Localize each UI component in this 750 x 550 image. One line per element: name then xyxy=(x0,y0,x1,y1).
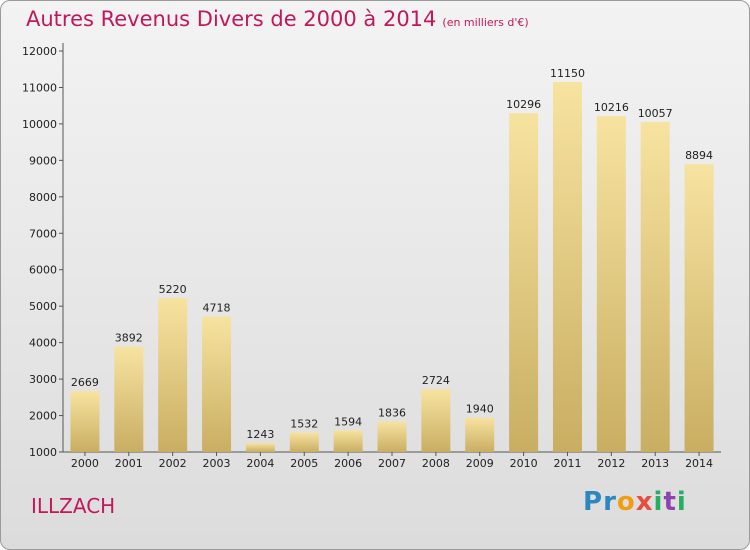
x-tick-label: 2000 xyxy=(71,457,99,470)
bar-2007 xyxy=(377,421,407,452)
y-tick-label: 10000 xyxy=(22,118,57,131)
bar-2011 xyxy=(552,81,582,453)
y-tick-label: 3000 xyxy=(29,373,57,386)
bars xyxy=(70,81,714,453)
x-tick-label: 2007 xyxy=(378,457,406,470)
data-label-2008: 2724 xyxy=(422,374,450,387)
chart-title: Autres Revenus Divers de 2000 à 2014 xyxy=(26,7,437,31)
bar-2006 xyxy=(333,430,363,452)
y-tick-label: 2000 xyxy=(29,410,57,423)
chart-header: Autres Revenus Divers de 2000 à 2014 (en … xyxy=(26,7,529,31)
x-tick-label: 2011 xyxy=(553,457,581,470)
x-tick-label: 2001 xyxy=(115,457,143,470)
data-label-2010: 10296 xyxy=(506,98,541,111)
x-tick-label: 2005 xyxy=(290,457,318,470)
data-label-2001: 3892 xyxy=(115,332,143,345)
x-tick-label: 2008 xyxy=(422,457,450,470)
bar-2014 xyxy=(684,164,714,452)
logo-letter: i xyxy=(676,487,687,517)
logo-letter: r xyxy=(603,487,617,517)
y-tick-label: 7000 xyxy=(29,227,57,240)
x-tick-label: 2002 xyxy=(159,457,187,470)
y-tick-label: 1000 xyxy=(29,446,57,459)
data-label-2000: 2669 xyxy=(71,376,99,389)
y-tick-label: 8000 xyxy=(29,191,57,204)
y-tick-label: 9000 xyxy=(29,154,57,167)
logo-letter: i xyxy=(653,487,664,517)
data-label-2011: 11150 xyxy=(550,67,585,80)
x-tick-label: 2009 xyxy=(466,457,494,470)
y-tick-label: 5000 xyxy=(29,300,57,313)
data-label-2006: 1594 xyxy=(334,415,362,428)
bar-2002 xyxy=(158,298,188,452)
x-tick-label: 2014 xyxy=(685,457,713,470)
chart-subtitle: (en milliers d'€) xyxy=(442,16,529,29)
y-tick-label: 6000 xyxy=(29,264,57,277)
x-tick-label: 2003 xyxy=(203,457,231,470)
bar-2009 xyxy=(465,417,495,452)
logo-letter: o xyxy=(616,487,636,517)
data-label-2002: 5220 xyxy=(159,283,187,296)
bar-2001 xyxy=(114,346,144,452)
y-axis: 1000 2000 3000 4000 5000 6000 7000 8000 9000 1000… xyxy=(22,43,64,459)
logo-letter: x xyxy=(635,487,654,517)
data-label-2004: 1243 xyxy=(246,428,274,441)
logo-letter: P xyxy=(583,487,604,517)
data-label-2003: 4718 xyxy=(203,301,231,314)
data-label-2007: 1836 xyxy=(378,407,406,420)
y-tick-label: 4000 xyxy=(29,337,57,350)
data-label-2005: 1532 xyxy=(290,418,318,431)
city-name: ILLZACH xyxy=(31,494,116,518)
bar-2003 xyxy=(202,316,232,452)
bar-2008 xyxy=(421,389,451,452)
y-tick-label: 12000 xyxy=(22,45,57,58)
data-label-2009: 1940 xyxy=(466,403,494,416)
bar-2010 xyxy=(509,113,539,453)
x-tick-label: 2004 xyxy=(246,457,274,470)
data-label-2013: 10057 xyxy=(638,107,673,120)
bar-2004 xyxy=(245,443,275,452)
data-labels: 2669 3892 5220 4718 1243 1532 1594 1836 2724 1940… xyxy=(71,67,713,441)
x-tick-label: 2013 xyxy=(641,457,669,470)
bar-2005 xyxy=(289,432,319,452)
data-label-2014: 8894 xyxy=(685,149,713,162)
x-tick-label: 2006 xyxy=(334,457,362,470)
bar-2012 xyxy=(596,116,626,452)
x-tick-label: 2010 xyxy=(510,457,538,470)
proxiti-logo[interactable]: Proxiti xyxy=(583,487,687,517)
bar-2000 xyxy=(70,391,100,452)
data-label-2012: 10216 xyxy=(594,101,629,114)
bar-2013 xyxy=(640,121,670,453)
x-axis: 2000 2001 2002 2003 2004 2005 2006 2007 2008 2009… xyxy=(63,451,721,470)
logo-letter: t xyxy=(663,487,677,517)
y-tick-label: 11000 xyxy=(22,81,57,94)
x-tick-label: 2012 xyxy=(597,457,625,470)
